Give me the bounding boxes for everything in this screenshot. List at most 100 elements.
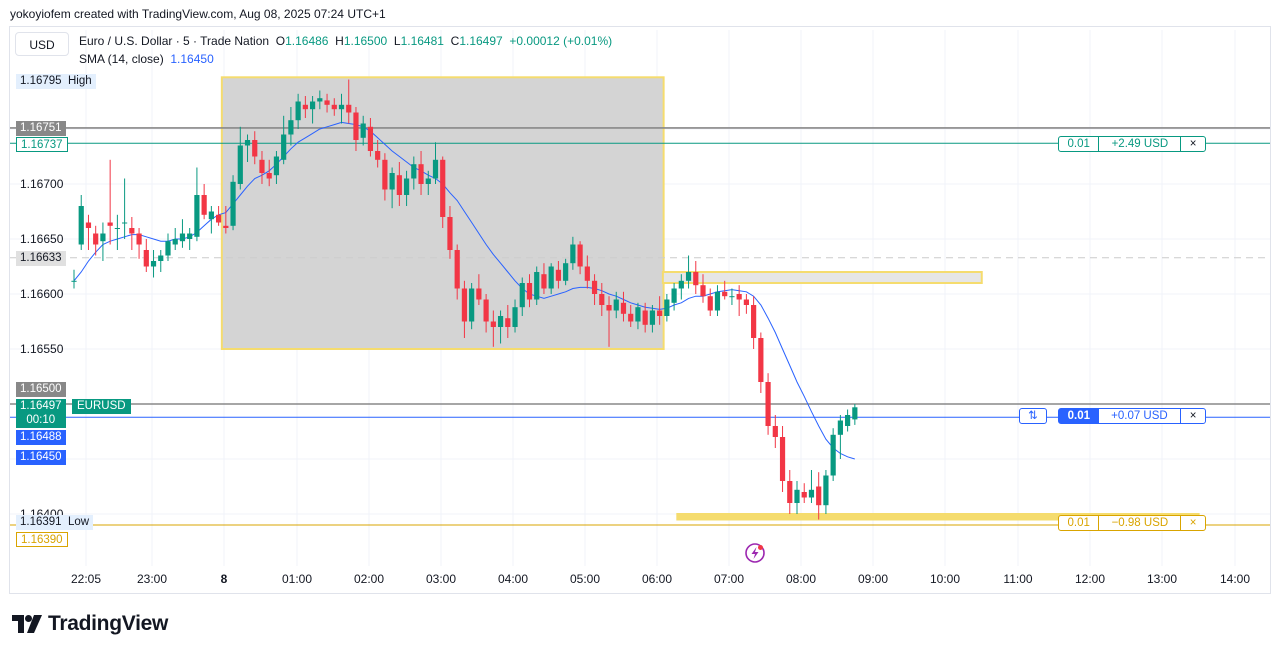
close-value: 1.16497 bbox=[459, 34, 503, 48]
candle-body bbox=[252, 140, 258, 157]
candle bbox=[736, 285, 742, 316]
candle-body bbox=[685, 272, 692, 281]
orange-position-pnl: −0.98 USD bbox=[1099, 516, 1182, 530]
candle bbox=[700, 274, 706, 303]
candle-body bbox=[237, 145, 243, 184]
sma-legend[interactable]: SMA (14, close) 1.16450 bbox=[79, 52, 214, 66]
current-price-value: 1.16497 bbox=[20, 400, 62, 412]
candle bbox=[266, 159, 272, 187]
reverse-position-button[interactable]: ⇅ bbox=[1019, 408, 1047, 424]
candle-body bbox=[642, 310, 648, 325]
candle-body bbox=[526, 283, 533, 300]
candle-body bbox=[266, 173, 272, 179]
y-axis-label: 1.16650 bbox=[20, 232, 64, 246]
candle bbox=[685, 255, 692, 289]
close-icon[interactable]: × bbox=[1189, 517, 1197, 529]
orange-position-box[interactable]: 0.01 −0.98 USD × bbox=[1058, 515, 1206, 531]
candle-body bbox=[845, 415, 851, 426]
x-axis-label: 10:00 bbox=[929, 572, 961, 586]
candle bbox=[396, 162, 402, 206]
candle-body bbox=[570, 244, 576, 264]
candle-body bbox=[273, 156, 280, 176]
candle bbox=[649, 305, 655, 333]
y-axis-label: 1.16550 bbox=[20, 342, 64, 356]
candle-body bbox=[447, 217, 453, 250]
blue-position-box[interactable]: 0.01 +0.07 USD × bbox=[1058, 408, 1206, 424]
x-axis-label: 11:00 bbox=[1003, 572, 1033, 586]
candle bbox=[432, 142, 439, 184]
lightning-icon[interactable] bbox=[745, 543, 765, 563]
candle bbox=[179, 219, 186, 248]
candle-body bbox=[772, 426, 778, 437]
candle bbox=[107, 159, 113, 245]
candle bbox=[678, 274, 684, 300]
candle-body bbox=[143, 250, 149, 267]
candle bbox=[411, 156, 417, 190]
low-value: 1.16481 bbox=[400, 34, 444, 48]
candle-body bbox=[71, 280, 77, 282]
candle bbox=[599, 283, 605, 316]
candle bbox=[743, 294, 749, 314]
tradingview-logo[interactable]: TradingView bbox=[12, 612, 168, 636]
candle bbox=[150, 250, 157, 278]
candle-body bbox=[158, 255, 164, 261]
candle-body bbox=[476, 288, 482, 300]
close-label: C bbox=[450, 34, 460, 48]
candle bbox=[693, 261, 699, 294]
chart-frame bbox=[9, 26, 1271, 594]
candle bbox=[353, 107, 359, 151]
candle-body bbox=[201, 195, 207, 215]
candle-body bbox=[830, 434, 836, 476]
candle-body bbox=[194, 195, 200, 237]
candle-body bbox=[541, 274, 547, 289]
currency-button[interactable]: USD bbox=[15, 32, 69, 56]
candle bbox=[281, 115, 287, 165]
x-axis-label: 04:00 bbox=[497, 572, 529, 586]
candle-body bbox=[396, 175, 402, 195]
sma-value: 1.16450 bbox=[170, 52, 214, 66]
candle bbox=[367, 118, 374, 157]
candle-body bbox=[787, 481, 793, 503]
brand-name: TradingView bbox=[48, 612, 169, 635]
candle-body bbox=[548, 266, 554, 289]
swap-arrows-icon: ⇅ bbox=[1028, 410, 1038, 422]
candle-body bbox=[620, 302, 627, 314]
high-label: H bbox=[335, 34, 344, 48]
green-position-box[interactable]: 0.01 +2.49 USD × bbox=[1058, 136, 1206, 152]
candle bbox=[237, 126, 243, 190]
candle-body bbox=[331, 104, 337, 110]
y-axis-label: 1.16700 bbox=[20, 177, 64, 191]
candle-body bbox=[823, 475, 829, 506]
candle-body bbox=[411, 164, 417, 179]
candle bbox=[505, 305, 511, 338]
candle-body bbox=[664, 299, 670, 316]
attribution-text: yokoyiofem created with TradingView.com,… bbox=[10, 7, 386, 21]
candle-body bbox=[628, 313, 634, 322]
candle-body bbox=[751, 305, 757, 338]
candle-body bbox=[483, 299, 489, 322]
countdown: 00:10 bbox=[26, 414, 56, 426]
close-icon[interactable]: × bbox=[1189, 138, 1197, 150]
candle bbox=[722, 280, 728, 300]
candle bbox=[208, 206, 214, 234]
candle bbox=[808, 470, 815, 503]
candle-body bbox=[534, 272, 540, 300]
candle-body bbox=[129, 228, 135, 234]
candle bbox=[664, 294, 670, 322]
orange-level-tag: 1.16390 bbox=[16, 532, 68, 547]
candle bbox=[852, 404, 858, 425]
candle bbox=[338, 93, 345, 124]
close-icon[interactable]: × bbox=[1189, 410, 1197, 422]
candle bbox=[476, 274, 482, 305]
candle-body bbox=[367, 126, 374, 151]
candle-body bbox=[165, 241, 171, 256]
candle bbox=[519, 277, 525, 316]
high-price-tag: 1.16795 High bbox=[16, 74, 96, 89]
symbol-title: Euro / U.S. Dollar · 5 · Trade Nation bbox=[79, 34, 270, 48]
candle-body bbox=[837, 420, 843, 435]
candle-body bbox=[208, 211, 214, 220]
candle-body bbox=[599, 294, 605, 305]
candle bbox=[273, 151, 280, 184]
green-level-tag: 1.16737 bbox=[16, 137, 68, 152]
